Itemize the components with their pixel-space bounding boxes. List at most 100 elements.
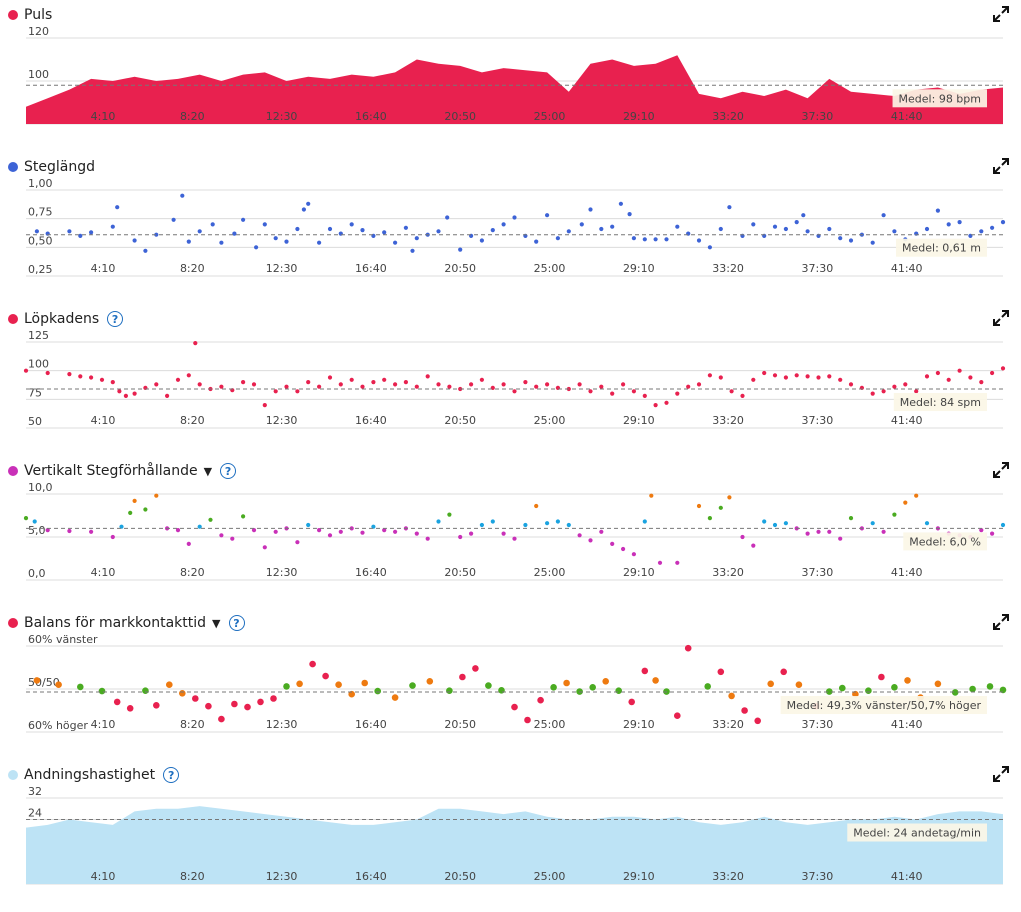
data-point	[870, 521, 875, 526]
x-tick-label: 25:00	[534, 262, 566, 275]
average-label-box	[893, 393, 987, 412]
data-point	[110, 380, 115, 385]
data-point	[205, 702, 212, 710]
data-point	[969, 685, 976, 693]
data-point	[153, 702, 160, 709]
data-point	[34, 229, 40, 234]
x-tick-label: 41:40	[891, 870, 923, 883]
average-label-box	[903, 532, 987, 551]
data-point	[403, 380, 408, 385]
help-icon[interactable]: ?	[220, 463, 237, 479]
vertikalt-title-text: Vertikalt Stegförhållande	[24, 463, 198, 479]
data-point	[628, 698, 635, 706]
x-tick-label: 29:10	[623, 262, 655, 275]
data-point	[219, 533, 224, 538]
data-point	[878, 673, 885, 681]
data-point	[67, 229, 72, 234]
data-point	[704, 683, 711, 690]
steglangd-panel: Steglängd 1,00 0,75 0,50 0,25 4:10 8:20 12:30 1…	[0, 152, 1021, 304]
data-point	[241, 217, 246, 222]
data-point	[780, 668, 787, 676]
data-point	[652, 677, 659, 684]
data-point	[117, 389, 122, 394]
data-point	[990, 370, 995, 376]
data-point	[865, 687, 872, 694]
data-point	[805, 229, 810, 234]
data-point	[327, 533, 333, 538]
vertikalt-panel: Vertikalt Stegförhållande ▼ ? 10,0 5,0 0,0…	[0, 456, 1021, 608]
help-icon[interactable]: ?	[228, 615, 245, 631]
data-point	[55, 681, 62, 688]
data-point	[425, 536, 430, 541]
data-point	[718, 375, 723, 380]
help-icon[interactable]: ?	[163, 767, 180, 783]
data-point	[251, 382, 257, 387]
data-point	[67, 372, 72, 377]
expand-icon[interactable]	[993, 766, 1009, 782]
data-point	[317, 528, 322, 533]
data-point	[892, 384, 897, 389]
data-point	[231, 700, 238, 708]
x-tick-label: 4:10	[91, 110, 116, 123]
dropdown-caret-icon[interactable]: ▼	[203, 464, 213, 478]
lopkadens-dot	[8, 314, 18, 324]
help-icon[interactable]: ?	[107, 311, 124, 327]
expand-icon[interactable]	[993, 310, 1009, 326]
data-point	[284, 239, 289, 244]
data-point	[459, 673, 466, 681]
data-point	[990, 531, 995, 536]
data-point	[273, 529, 278, 534]
data-point	[621, 382, 626, 387]
data-point	[192, 695, 199, 702]
data-point	[251, 528, 257, 533]
data-point	[848, 382, 854, 387]
data-point	[610, 224, 615, 229]
x-tick-label: 25:00	[534, 414, 566, 427]
data-point	[534, 503, 539, 509]
data-point	[534, 384, 539, 389]
data-point	[110, 534, 115, 540]
y-tick-label: 0,0	[28, 567, 46, 580]
x-tick-label: 25:00	[534, 566, 566, 579]
data-point	[870, 240, 875, 245]
data-point	[826, 688, 833, 695]
data-point	[957, 220, 962, 225]
data-point	[283, 683, 290, 690]
data-point	[545, 213, 550, 218]
data-point	[1000, 220, 1006, 225]
data-point	[469, 382, 474, 387]
data-point	[306, 201, 311, 206]
expand-icon[interactable]	[993, 158, 1009, 174]
data-point	[599, 226, 604, 232]
andning-title: Andningshastighet ?	[8, 765, 180, 785]
data-point	[244, 703, 251, 711]
puls-dot	[8, 10, 18, 20]
data-point	[458, 534, 463, 540]
data-point	[322, 672, 329, 680]
data-point	[512, 536, 517, 541]
average-label: Medel: 0,61 m	[902, 242, 981, 255]
data-point	[210, 222, 215, 227]
data-point	[33, 677, 41, 684]
data-point	[631, 552, 637, 557]
x-tick-label: 16:40	[355, 870, 387, 883]
data-point	[403, 225, 408, 230]
data-point	[349, 377, 354, 382]
data-point	[801, 213, 806, 218]
dropdown-caret-icon[interactable]: ▼	[212, 616, 221, 630]
expand-icon[interactable]	[993, 614, 1009, 630]
data-point	[270, 695, 277, 702]
data-point	[436, 519, 441, 524]
data-point	[284, 384, 289, 389]
data-point	[783, 375, 789, 380]
data-point	[599, 384, 604, 389]
expand-icon[interactable]	[993, 462, 1009, 478]
data-point	[338, 529, 343, 534]
x-tick-label: 4:10	[91, 262, 116, 275]
data-point	[621, 546, 626, 552]
expand-icon[interactable]	[993, 6, 1009, 22]
andning-title-text: Andningshastighet	[24, 767, 156, 783]
data-point	[550, 684, 557, 691]
y-tick-label: 5,0	[28, 524, 46, 537]
data-point	[740, 393, 745, 398]
